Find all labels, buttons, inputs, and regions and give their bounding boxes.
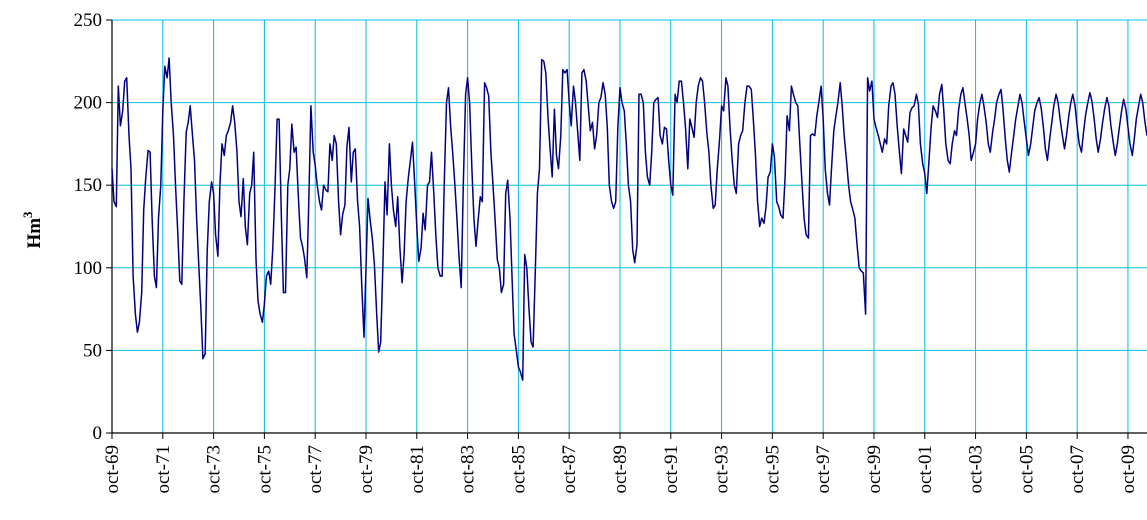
y-tick-label: 200	[74, 93, 103, 114]
y-tick-label: 100	[74, 258, 103, 279]
x-tick-label: oct-87	[559, 445, 580, 494]
y-tick-labels: 0 50 100 150 200 250	[74, 10, 103, 444]
x-tick-label: oct-89	[610, 445, 631, 494]
x-tick-label: oct-83	[458, 445, 479, 494]
x-tick-label: oct-71	[153, 445, 174, 494]
x-tick-label: oct-97	[813, 445, 834, 494]
x-tick-label: oct-01	[915, 445, 936, 494]
x-tick-label: oct-75	[254, 445, 275, 494]
x-tick-labels: oct-69 oct-71 oct-73 oct-75 oct-77 oct-79 oct-…	[102, 445, 1139, 494]
x-tick-label: oct-05	[1016, 445, 1037, 494]
x-tick-label: oct-85	[508, 445, 529, 494]
x-tick-label: oct-07	[1067, 445, 1088, 494]
x-tick-label: oct-91	[661, 445, 682, 494]
y-axis-label: Hm3	[20, 211, 45, 249]
y-tick-label: 0	[93, 423, 103, 444]
x-tick-label: oct-95	[762, 445, 783, 494]
series-group	[111, 57, 1147, 381]
x-tick-label: oct-77	[305, 445, 326, 494]
grid-lines	[112, 19, 1147, 433]
y-tick-label: 50	[83, 340, 102, 361]
x-tick-label: oct-79	[356, 445, 377, 494]
y-tick-label: 150	[74, 175, 103, 196]
x-tick-label: oct-99	[864, 445, 885, 494]
axes	[106, 19, 1147, 439]
x-tick-label: oct-73	[204, 445, 225, 494]
x-tick-label: oct-69	[102, 445, 123, 494]
series-line	[111, 57, 1147, 381]
y-axis-label-base: Hm	[24, 218, 45, 249]
x-tick-label: oct-81	[407, 445, 428, 494]
x-tick-label: oct-03	[966, 445, 987, 494]
y-tick-label: 250	[74, 10, 103, 31]
x-tick-label: oct-93	[712, 445, 733, 494]
y-axis-label-superscript: 3	[20, 211, 35, 218]
x-tick-label: oct-09	[1118, 445, 1139, 494]
